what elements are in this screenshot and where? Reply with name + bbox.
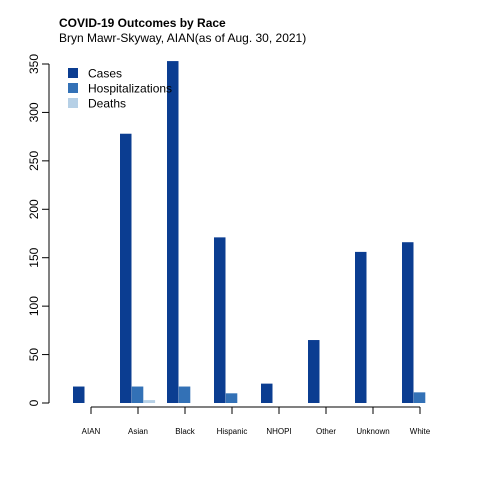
- y-tick-label: 0: [27, 399, 41, 406]
- legend-label: Deaths: [88, 97, 126, 111]
- x-tick-label: AIAN: [82, 427, 101, 436]
- y-tick-label: 350: [27, 54, 41, 74]
- x-axis: AIAN Asian Black Hispanic NHOPI Other Unknown W…: [82, 406, 431, 436]
- y-tick-label: 300: [27, 102, 41, 122]
- y-tick-label: 150: [27, 247, 41, 267]
- bar: [355, 251, 367, 403]
- x-tick-label: Other: [316, 427, 336, 436]
- y-axis: 0 50 100 150 200 250 300 350: [27, 54, 50, 406]
- bars: [73, 61, 426, 404]
- bar: [225, 393, 238, 403]
- bar: [214, 237, 226, 403]
- y-tick-label: 100: [27, 296, 41, 316]
- legend-label: Hospitalizations: [88, 82, 172, 96]
- legend-label: Cases: [88, 67, 122, 81]
- bar: [143, 400, 156, 403]
- legend-swatch: [68, 68, 78, 78]
- x-tick-label: Unknown: [356, 427, 389, 436]
- bar: [120, 133, 132, 404]
- x-tick-label: NHOPI: [266, 427, 291, 436]
- chart-subtitle: Bryn Mawr-Skyway, AIAN(as of Aug. 30, 20…: [59, 31, 306, 45]
- x-tick-label: Asian: [128, 427, 148, 436]
- x-tick-label: White: [410, 427, 431, 436]
- bar: [413, 392, 426, 403]
- y-tick-label: 200: [27, 199, 41, 219]
- x-tick-label: Hispanic: [217, 427, 248, 436]
- x-tick-label: Black: [175, 427, 196, 436]
- y-tick-label: 50: [27, 348, 41, 362]
- chart-title: COVID-19 Outcomes by Race: [59, 16, 226, 30]
- y-tick-label: 250: [27, 151, 41, 171]
- legend-swatch: [68, 83, 78, 93]
- bar: [402, 242, 414, 403]
- bar: [308, 340, 320, 403]
- bar: [178, 386, 191, 403]
- legend-swatch: [68, 98, 78, 108]
- bar: [261, 383, 273, 403]
- bar: [73, 386, 85, 403]
- bar: [167, 61, 179, 404]
- bar: [131, 386, 144, 403]
